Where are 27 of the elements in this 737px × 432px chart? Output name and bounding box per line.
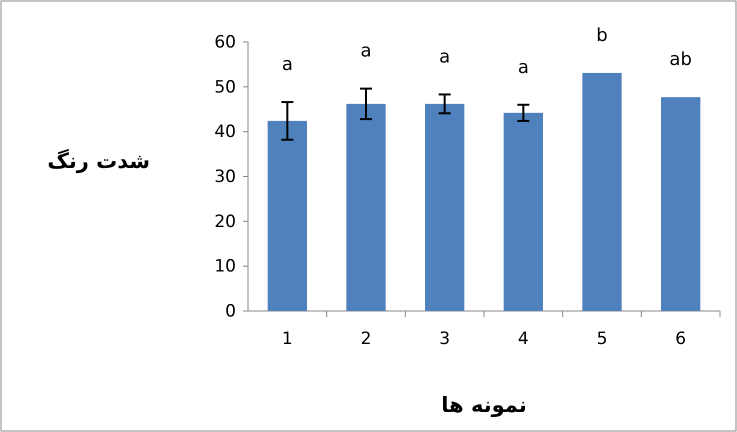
annotation: ab [669,49,692,70]
y-tick-label: 20 [214,212,236,232]
x-tick-label: 1 [282,328,293,349]
x-tick-label: 6 [675,328,686,349]
x-tick-label: 4 [518,328,529,349]
annotation: a [360,40,372,62]
bar [661,97,700,311]
x-tick-label: 3 [439,328,450,349]
x-tick-label: 5 [596,328,608,349]
bar [268,120,307,311]
y-axis-title: شدت رنگ [47,148,150,174]
y-tick-label: 30 [214,166,236,187]
y-tick-label: 10 [214,256,236,277]
annotation: b [596,24,608,46]
bar [346,104,386,311]
y-tick-label: 0 [225,301,236,322]
bar [504,112,543,311]
bar [425,104,464,311]
annotation: a [282,54,293,76]
x-tick-label: 2 [360,328,372,349]
x-axis-title: نمونه ها [441,393,527,418]
y-tick-label: 40 [214,122,236,142]
bar [582,72,622,311]
y-tick-label: 60 [214,32,236,52]
y-tick-label: 50 [214,77,236,98]
annotation: a [439,46,450,68]
annotation: a [518,56,529,78]
